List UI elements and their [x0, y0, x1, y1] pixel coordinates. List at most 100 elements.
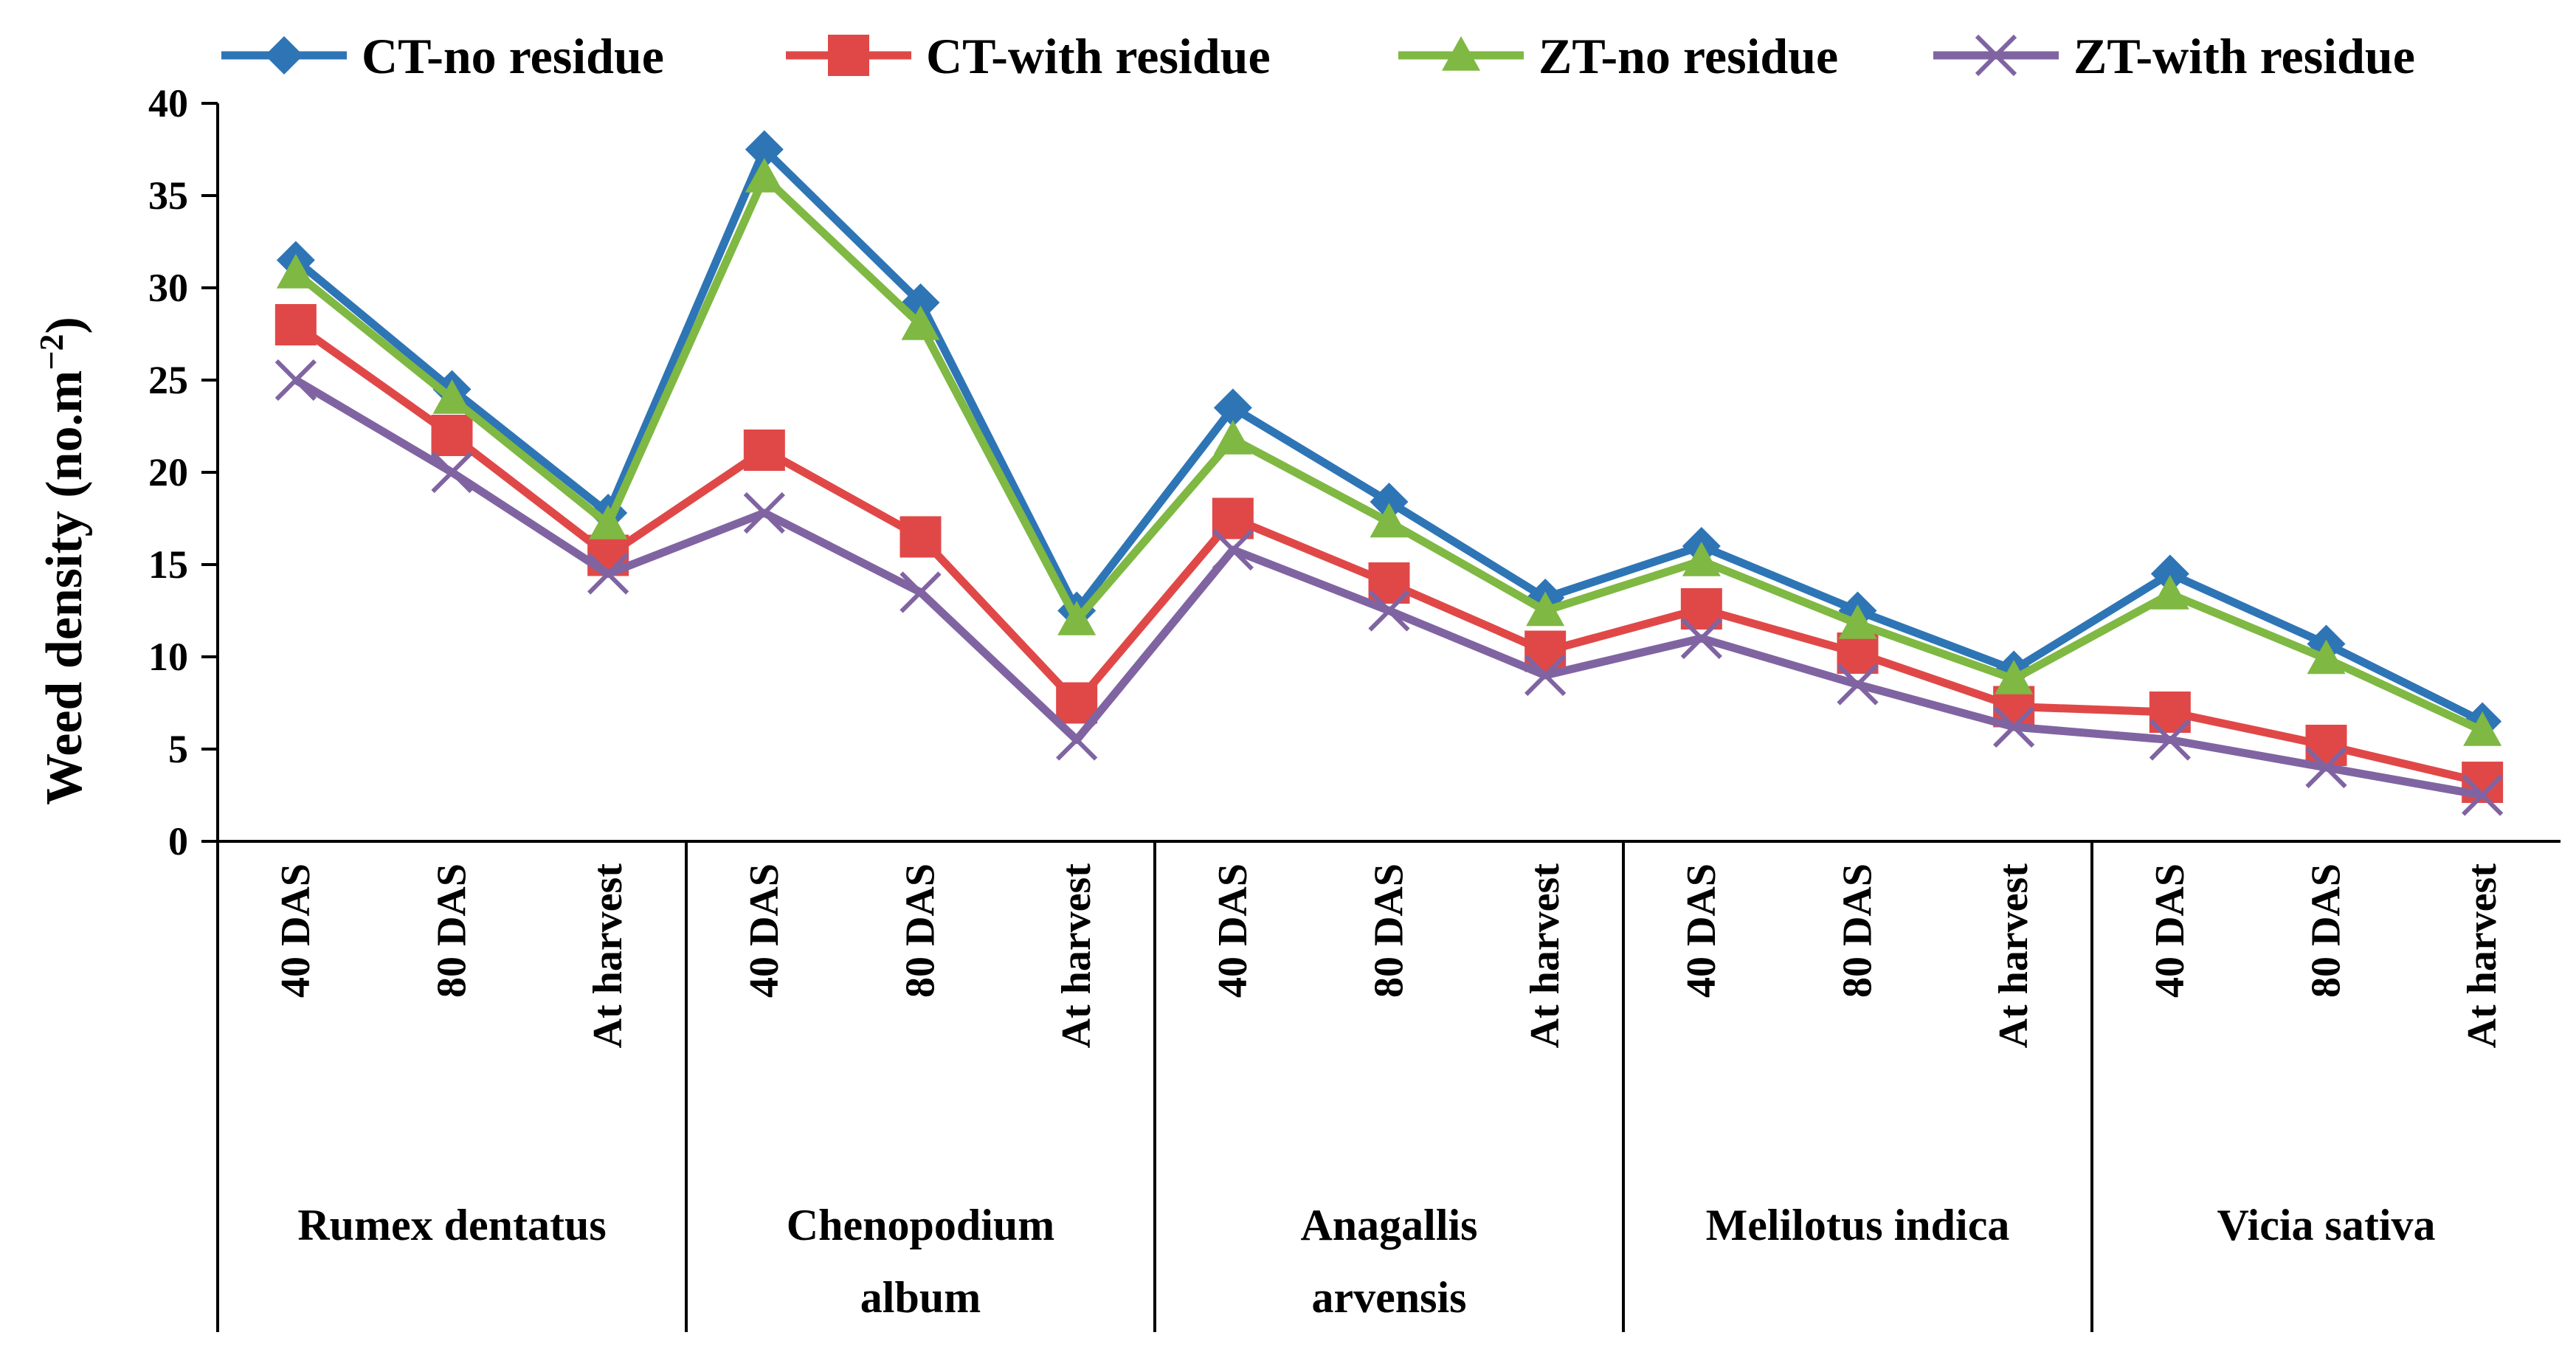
x-category-label: 80 DAS: [429, 863, 475, 998]
series-line-ct-no-residue: [293, 145, 2485, 725]
data-point-zt-with-residue: [1680, 617, 1722, 660]
data-point-ct-with-residue: [1837, 632, 1879, 674]
data-point-zt-no-residue: [1526, 591, 1565, 627]
legend-entry-ct-no-residue: CT-no residue: [221, 28, 664, 84]
y-tick-label: 10: [148, 635, 188, 679]
y-tick-label: 5: [168, 727, 188, 771]
x-category-label: At harvest: [585, 863, 631, 1049]
plot-area: [274, 130, 2504, 816]
data-point-ct-with-residue: [431, 415, 473, 456]
x-category-label: 40 DAS: [742, 863, 787, 998]
data-point-zt-with-residue: [1993, 706, 2035, 748]
x-category-label: 40 DAS: [1210, 863, 1256, 998]
series-ct-no-residue: [276, 130, 2502, 741]
legend-entry-zt-no-residue: ZT-no residue: [1398, 28, 1838, 84]
data-point-zt-no-residue: [1995, 660, 2034, 694]
data-point-zt-with-residue: [2305, 746, 2347, 789]
data-point-zt-no-residue: [1370, 503, 1409, 538]
x-group-label: arvensis: [1312, 1273, 1467, 1322]
data-point-zt-with-residue: [1056, 719, 1098, 761]
y-tick-labels: 0 5 10 15 20 25 30 35 40: [148, 81, 188, 863]
legend-entry-ct-with-residue: CT-with residue: [786, 28, 1271, 84]
data-point-zt-no-residue: [2307, 639, 2346, 675]
series-zt-no-residue: [276, 158, 2502, 746]
x-category-label: 40 DAS: [273, 863, 319, 998]
data-point-zt-no-residue: [589, 505, 628, 539]
series-zt-with-residue: [274, 359, 2504, 816]
y-tick-label: 40: [148, 81, 188, 125]
data-point-zt-with-residue: [1524, 654, 1567, 697]
data-point-ct-with-residue: [743, 430, 785, 471]
data-point-ct-with-residue: [2305, 725, 2347, 766]
data-point-ct-with-residue: [274, 304, 317, 345]
x-group-label: Anagallis: [1300, 1201, 1477, 1249]
x-group-labels: Rumex dentatus Chenopodium album Anagallis a…: [297, 1201, 2435, 1322]
data-point-zt-no-residue: [901, 306, 940, 340]
y-tick-label: 15: [148, 542, 188, 587]
data-point-zt-no-residue: [745, 158, 784, 193]
x-category-label: At harvest: [1054, 863, 1099, 1049]
data-point-zt-no-residue: [432, 379, 472, 414]
y-tick-label: 20: [148, 450, 188, 494]
data-point-ct-no-residue: [745, 130, 784, 169]
data-point-zt-with-residue: [274, 359, 317, 401]
y-tick-label: 35: [148, 173, 188, 218]
series-line-zt-no-residue: [293, 173, 2485, 734]
legend-marker-zt-with-residue: [1975, 34, 2017, 77]
data-point-zt-with-residue: [1837, 663, 1879, 706]
legend-marker-ct-no-residue: [265, 36, 303, 75]
x-group-label: Melilotus indica: [1706, 1201, 2010, 1249]
data-point-ct-with-residue: [1524, 630, 1567, 672]
x-group-label: Chenopodium: [787, 1201, 1054, 1249]
data-point-zt-no-residue: [1838, 604, 1877, 639]
data-point-ct-with-residue: [899, 516, 942, 558]
x-category-labels: 40 DAS 80 DAS At harvest 40 DAS 80 DAS At har…: [273, 863, 2505, 1049]
data-point-zt-no-residue: [276, 254, 315, 289]
data-point-zt-with-residue: [2462, 774, 2504, 816]
data-point-zt-with-residue: [587, 553, 629, 595]
x-category-label: 80 DAS: [898, 863, 944, 998]
data-point-zt-with-residue: [899, 571, 942, 613]
y-tick-label: 30: [148, 266, 188, 310]
data-point-zt-with-residue: [2149, 719, 2191, 761]
data-point-zt-with-residue: [743, 492, 785, 534]
x-category-label: 80 DAS: [2304, 863, 2349, 998]
legend-label-zt-with-residue: ZT-with residue: [2073, 28, 2415, 84]
legend-marker-zt-no-residue: [1442, 36, 1480, 71]
x-category-label: 80 DAS: [1835, 863, 1881, 998]
data-point-zt-no-residue: [2463, 711, 2502, 746]
data-point-zt-no-residue: [1682, 542, 1721, 576]
x-group-label: Rumex dentatus: [297, 1201, 606, 1249]
x-category-label: 40 DAS: [1679, 863, 1724, 998]
y-axis-title: Weed density (no.m−2): [32, 317, 94, 805]
legend-marker-ct-with-residue: [828, 35, 869, 76]
data-point-zt-no-residue: [1213, 420, 1252, 455]
y-tick-label: 25: [148, 358, 188, 402]
data-point-ct-with-residue: [1212, 497, 1254, 539]
x-category-label: 40 DAS: [2147, 863, 2193, 998]
axes: [201, 102, 2561, 1332]
x-group-label: Vicia sativa: [2217, 1201, 2435, 1249]
data-point-zt-with-residue: [431, 451, 473, 494]
data-point-zt-with-residue: [1212, 528, 1254, 571]
legend-label-zt-no-residue: ZT-no residue: [1539, 28, 1838, 84]
y-axis-title-group: Weed density (no.m−2): [32, 317, 94, 805]
data-point-zt-no-residue: [2150, 575, 2189, 610]
data-point-zt-no-residue: [1057, 601, 1097, 635]
series-ct-with-residue: [274, 304, 2504, 803]
x-category-label: At harvest: [1522, 863, 1568, 1049]
data-point-ct-no-residue: [2150, 554, 2189, 593]
legend-label-ct-no-residue: CT-no residue: [362, 28, 664, 84]
x-category-label: At harvest: [2459, 863, 2505, 1049]
y-axis-title-main: Weed density (no.m: [36, 370, 93, 805]
x-category-label: 80 DAS: [1367, 863, 1412, 998]
y-axis-title-superscript: −2: [32, 334, 70, 370]
x-category-label: At harvest: [1991, 863, 2037, 1049]
legend: CT-no residue CT-with residue ZT-no residu…: [221, 28, 2415, 84]
y-axis-title-close: ): [36, 317, 93, 334]
data-point-zt-with-residue: [1368, 590, 1410, 632]
x-group-label: album: [860, 1273, 981, 1322]
data-point-ct-no-residue: [1370, 483, 1409, 521]
data-point-ct-no-residue: [1213, 388, 1252, 427]
